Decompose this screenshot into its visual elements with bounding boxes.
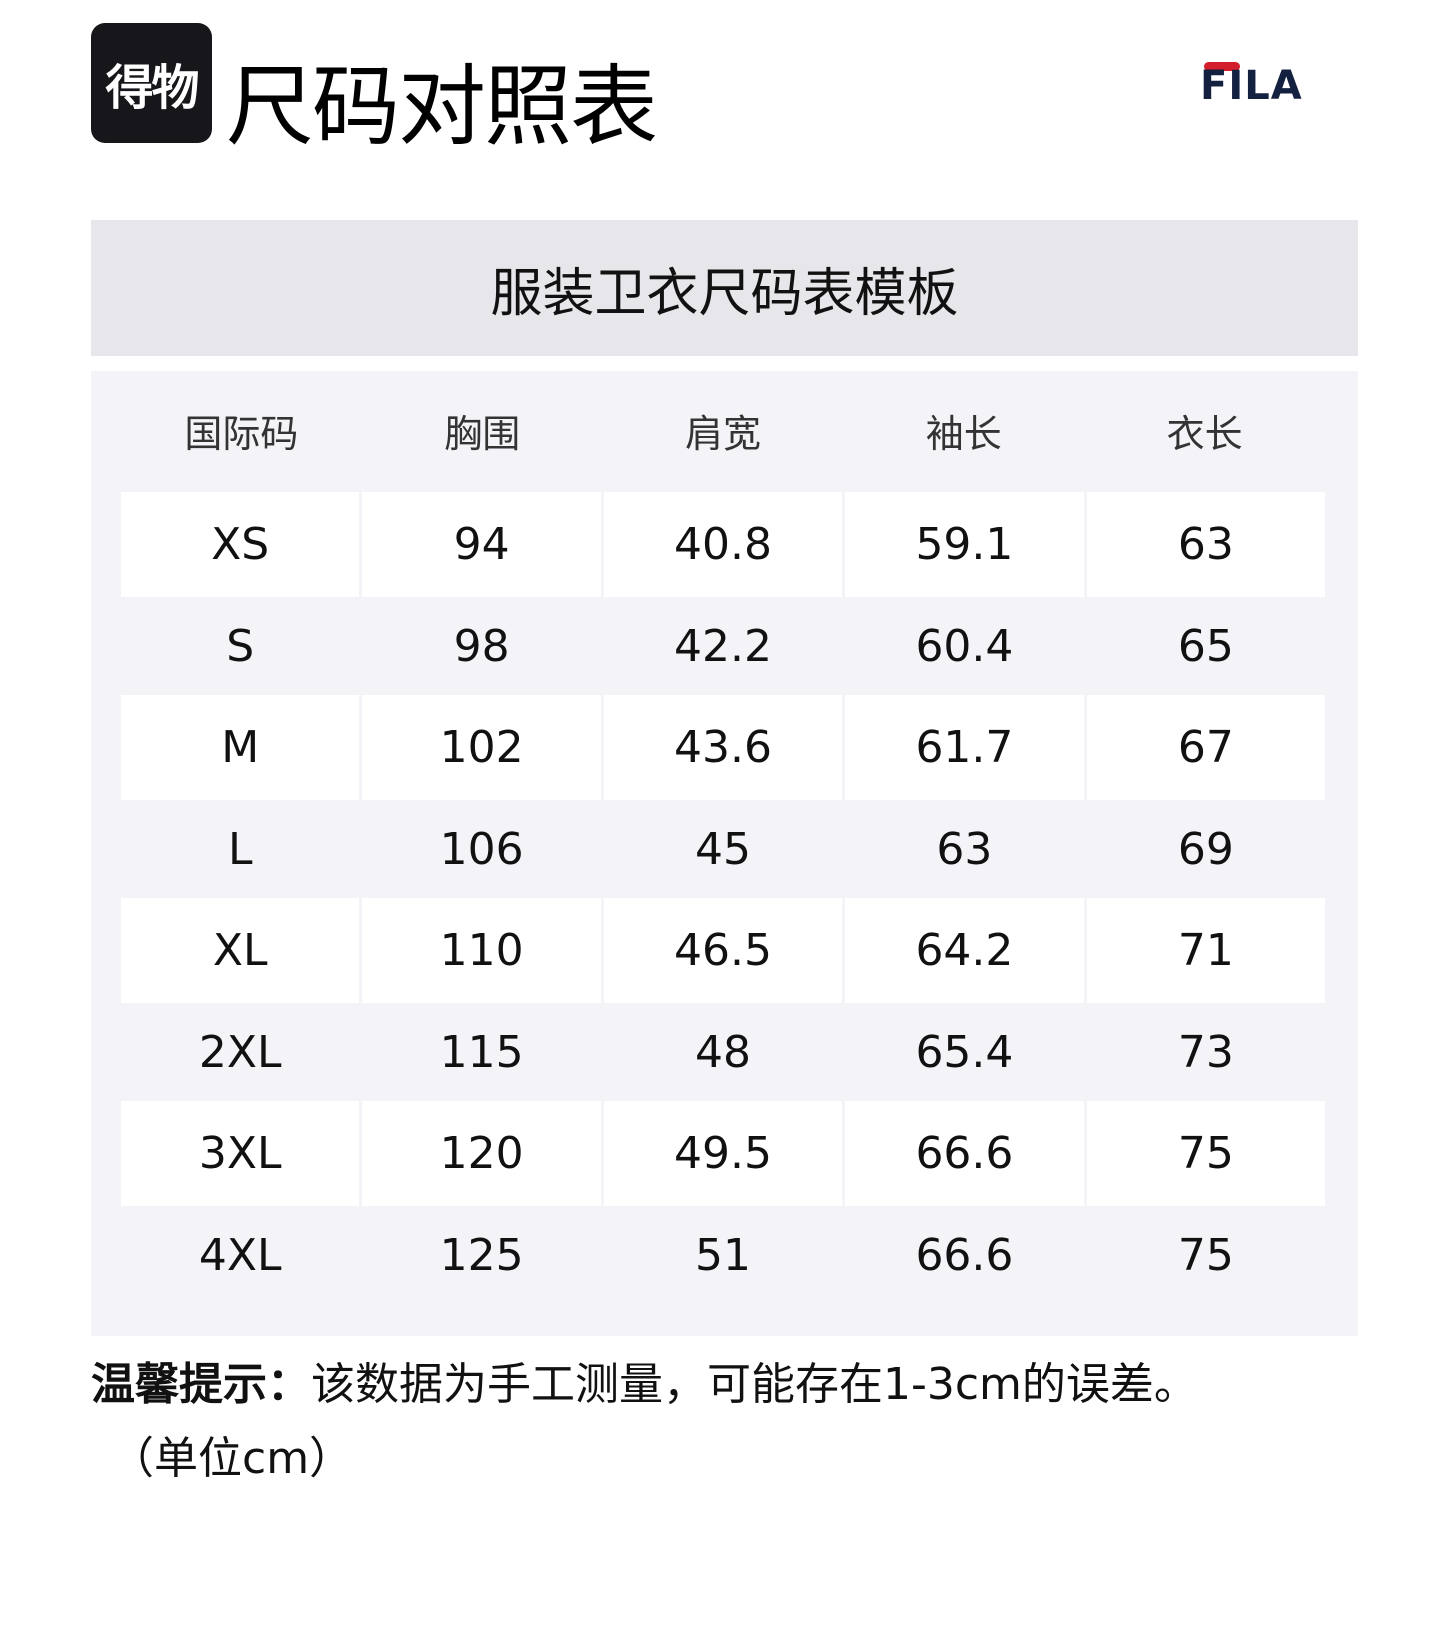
table-cell: 94 — [362, 492, 601, 597]
table-cell: L — [227, 823, 253, 875]
table-cell: 102 — [362, 695, 601, 800]
fila-logo: FILA — [1200, 62, 1318, 109]
table-title: 服装卫衣尺码表模板 — [91, 220, 1358, 356]
dewu-logo: 得物 — [91, 23, 212, 143]
table-cell: 60.4 — [915, 620, 1014, 672]
table-cell: 120 — [362, 1101, 601, 1206]
table-cell: 69 — [1177, 823, 1234, 875]
table-row: 2XL 115 48 65.4 73 — [121, 1000, 1325, 1105]
table-cell: 48 — [695, 1026, 752, 1078]
table-cell: 110 — [362, 898, 601, 1003]
table-cell: XL — [121, 898, 360, 1003]
column-header: 肩宽 — [684, 411, 761, 456]
table-cell: 61.7 — [845, 695, 1084, 800]
dewu-logo-text: 得物 — [105, 60, 199, 116]
table-cell: S — [226, 620, 255, 672]
table-cell: 67 — [1086, 695, 1326, 800]
table-cell: 66.6 — [845, 1101, 1084, 1206]
column-header: 胸围 — [444, 411, 521, 456]
table-cell: 125 — [439, 1229, 524, 1281]
table-cell: 64.2 — [845, 898, 1084, 1003]
table-cell: 65.4 — [915, 1026, 1014, 1078]
table-cell: 46.5 — [603, 898, 843, 1003]
table-row: XS 94 40.8 59.1 63 — [121, 492, 1326, 597]
table-cell: 45 — [695, 823, 752, 875]
page-title: 尺码对照表 — [226, 55, 658, 158]
table-row: M 102 43.6 61.7 67 — [121, 695, 1326, 800]
table-row: XL 110 46.5 64.2 71 — [121, 898, 1326, 1003]
column-header: 国际码 — [184, 411, 299, 456]
table-cell: 98 — [453, 620, 510, 672]
table-cell: 40.8 — [603, 492, 843, 597]
table-cell: 42.2 — [674, 620, 772, 672]
table-cell: 2XL — [198, 1026, 282, 1078]
fila-logo-text: FILA — [1200, 63, 1303, 109]
table-cell: 4XL — [198, 1229, 282, 1281]
table-cell: 75 — [1177, 1229, 1234, 1281]
table-cell: M — [121, 695, 360, 800]
table-cell: 115 — [439, 1026, 524, 1078]
column-header: 袖长 — [925, 411, 1002, 456]
tip-label: 温馨提示： — [91, 1359, 311, 1410]
table-cell: 106 — [439, 823, 524, 875]
table-cell: 66.6 — [915, 1229, 1014, 1281]
table-cell: 49.5 — [603, 1101, 843, 1206]
size-table: 国际码 胸围 肩宽 袖长 衣长 XS 94 40.8 59.1 63 S 98 42.2 60.4 65 M… — [91, 371, 1358, 1336]
table-row: S 98 42.2 60.4 65 — [121, 594, 1325, 699]
column-header: 衣长 — [1166, 411, 1243, 456]
unit-note: （单位cm） — [110, 1433, 354, 1484]
table-cell: XS — [121, 492, 360, 597]
table-cell: 65 — [1177, 620, 1234, 672]
table-cell: 73 — [1177, 1026, 1234, 1078]
table-cell: 75 — [1086, 1101, 1326, 1206]
tip-text: 该数据为手工测量，可能存在1-3cm的误差。 — [311, 1359, 1198, 1410]
table-cell: 59.1 — [845, 492, 1084, 597]
table-row: L 106 45 63 69 — [121, 797, 1325, 902]
table-cell: 43.6 — [603, 695, 843, 800]
table-cell: 63 — [936, 823, 993, 875]
table-row: 4XL 125 51 66.6 75 — [121, 1203, 1325, 1308]
table-row: 3XL 120 49.5 66.6 75 — [121, 1101, 1326, 1206]
tip-note: 温馨提示：该数据为手工测量，可能存在1-3cm的误差。 — [91, 1352, 1198, 1418]
table-cell: 71 — [1086, 898, 1326, 1003]
fila-logo-red-bar — [1204, 62, 1240, 71]
table-header-row: 国际码 胸围 肩宽 袖长 衣长 — [121, 371, 1325, 489]
table-cell: 63 — [1086, 492, 1326, 597]
table-cell: 51 — [695, 1229, 752, 1281]
table-cell: 3XL — [121, 1101, 360, 1206]
